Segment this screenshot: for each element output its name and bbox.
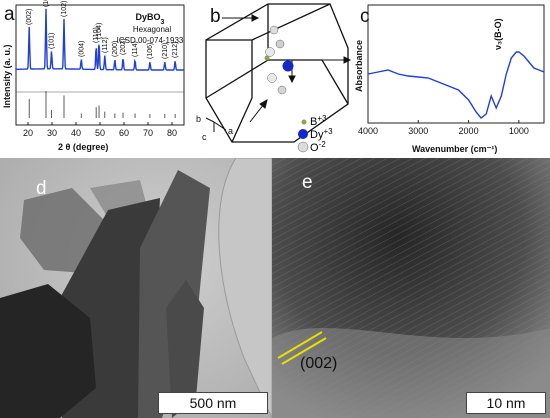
ftir-x-ticks: 4000 3000 2000 1000 xyxy=(358,120,529,136)
xrd-x-ticks: 20 30 40 50 60 70 80 xyxy=(23,122,177,138)
xrd-x-tick-label: 60 xyxy=(119,128,129,138)
xrd-peak-label: (114) xyxy=(132,41,139,57)
xrd-x-axis-label: 2 θ (degree) xyxy=(58,142,108,152)
unit-cell-arrows xyxy=(222,14,352,123)
crystal-axis-c: c xyxy=(202,132,207,142)
xrd-peak-label: (104) xyxy=(96,23,103,39)
xrd-reference-sticks xyxy=(28,91,176,118)
xrd-x-tick-label: 30 xyxy=(47,128,57,138)
xrd-peak-label: (212) xyxy=(172,42,179,58)
xrd-peak-label: (100) xyxy=(43,0,50,7)
xrd-peak-label: (110) xyxy=(93,27,100,43)
xrd-x-tick-label: 20 xyxy=(23,128,33,138)
tem-image-panel: d 500 nm xyxy=(0,158,272,418)
panel-letter-a: a xyxy=(4,4,15,25)
oxygen-legend-swatch xyxy=(297,141,309,153)
dysprosium-legend-label: Dy+3 xyxy=(310,127,333,142)
xrd-phase-label: Hexagonal xyxy=(133,25,171,34)
crystal-axis-b: b xyxy=(196,114,201,124)
ftir-x-tick-label: 4000 xyxy=(358,126,378,136)
ftir-x-axis-label: Wavenumber (cm⁻¹) xyxy=(412,144,497,154)
tem-micrograph: d xyxy=(0,158,272,418)
xrd-peak-label: (210) xyxy=(162,43,169,59)
oxygen-atom xyxy=(267,73,277,83)
xrd-x-tick-label: 40 xyxy=(71,128,81,138)
xrd-peak-label: (102) xyxy=(61,1,68,17)
ftir-x-tick-label: 2000 xyxy=(459,126,479,136)
ftir-x-tick-label: 1000 xyxy=(509,126,529,136)
xrd-chart: a (002)(100)(101)(102)(004)(110)(104)(11… xyxy=(2,0,185,152)
scale-bar: 10 nm xyxy=(466,392,546,414)
panel-letter-e: e xyxy=(302,172,313,193)
scale-bar-label: 10 nm xyxy=(486,395,526,411)
xrd-compound-label: DyBO3 xyxy=(136,12,165,26)
ftir-y-axis-label: Absorbance xyxy=(354,40,364,92)
ftir-spectrum-line xyxy=(367,51,545,119)
ftir-peak-annotation: ν₃(B-O) xyxy=(493,18,503,50)
lattice-fringe-marker xyxy=(277,331,327,365)
xrd-peak-label: (004) xyxy=(78,41,85,57)
scale-bar-label: 500 nm xyxy=(189,395,237,411)
atom-legend: B+3 Dy+3 O-2 xyxy=(297,114,333,155)
xrd-x-tick-label: 80 xyxy=(167,128,177,138)
panel-letter-c: c xyxy=(360,6,370,27)
dysprosium-atom xyxy=(282,60,294,72)
unit-cell-edges xyxy=(205,3,349,143)
xrd-panel: a (002)(100)(101)(102)(004)(110)(104)(11… xyxy=(0,0,192,158)
xrd-peak-label: (112) xyxy=(102,37,109,53)
boron-legend-swatch xyxy=(301,119,307,125)
xrd-peak-label: (002) xyxy=(26,9,33,25)
oxygen-atom xyxy=(277,85,287,95)
panel-letter-b: b xyxy=(210,6,221,27)
xrd-x-tick-label: 70 xyxy=(143,128,153,138)
ftir-plot-frame xyxy=(367,4,545,124)
hrtem-image-panel: (002) e 10 nm xyxy=(272,158,550,418)
xrd-peak-labels: (002) (100) (101) (102) (004) (110)(104)(112)… xyxy=(26,0,179,59)
oxygen-atom xyxy=(269,25,279,35)
crystal-axis-indicator: b c a xyxy=(196,114,233,142)
crystal-structure-panel: b b c a xyxy=(192,0,352,158)
xrd-peak-label: (202) xyxy=(120,39,127,55)
xrd-card-label: ICSD 00-074-1933 xyxy=(117,36,184,45)
ftir-x-tick-label: 3000 xyxy=(408,126,428,136)
boron-atom xyxy=(264,55,270,61)
boron-legend-label: B+3 xyxy=(310,114,327,129)
oxygen-atom xyxy=(265,47,275,57)
xrd-peak-label: (101) xyxy=(49,33,56,49)
oxygen-atom xyxy=(275,39,285,49)
xrd-pattern-line xyxy=(15,8,184,71)
hrtem-micrograph: (002) e xyxy=(272,158,550,418)
dysprosium-legend-swatch xyxy=(298,129,308,139)
lattice-plane-label: (002) xyxy=(300,355,337,372)
xrd-y-axis-label: Intensity (a. u.) xyxy=(2,44,12,108)
ftir-panel: c 4000 3000 2000 1000 Absorbance Wavenumber… xyxy=(352,0,550,158)
crystal-structure-diagram: b b c a xyxy=(196,3,352,155)
ftir-chart: c 4000 3000 2000 1000 Absorbance Wavenumber… xyxy=(354,4,545,154)
oxygen-legend-label: O-2 xyxy=(310,140,326,155)
panel-letter-d: d xyxy=(36,178,47,199)
xrd-peak-label: (106) xyxy=(147,43,154,59)
xrd-x-tick-label: 50 xyxy=(95,128,105,138)
crystal-axis-a: a xyxy=(228,126,233,136)
scale-bar: 500 nm xyxy=(158,392,268,414)
xrd-peak-label: (200) xyxy=(112,41,119,57)
